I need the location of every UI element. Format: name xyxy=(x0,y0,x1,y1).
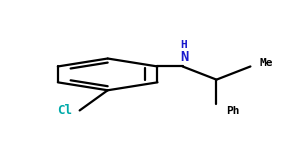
Text: H: H xyxy=(181,40,187,50)
Text: Ph: Ph xyxy=(226,106,240,116)
Text: N: N xyxy=(180,50,188,64)
Text: Me: Me xyxy=(260,58,273,68)
Text: Cl: Cl xyxy=(57,104,72,117)
